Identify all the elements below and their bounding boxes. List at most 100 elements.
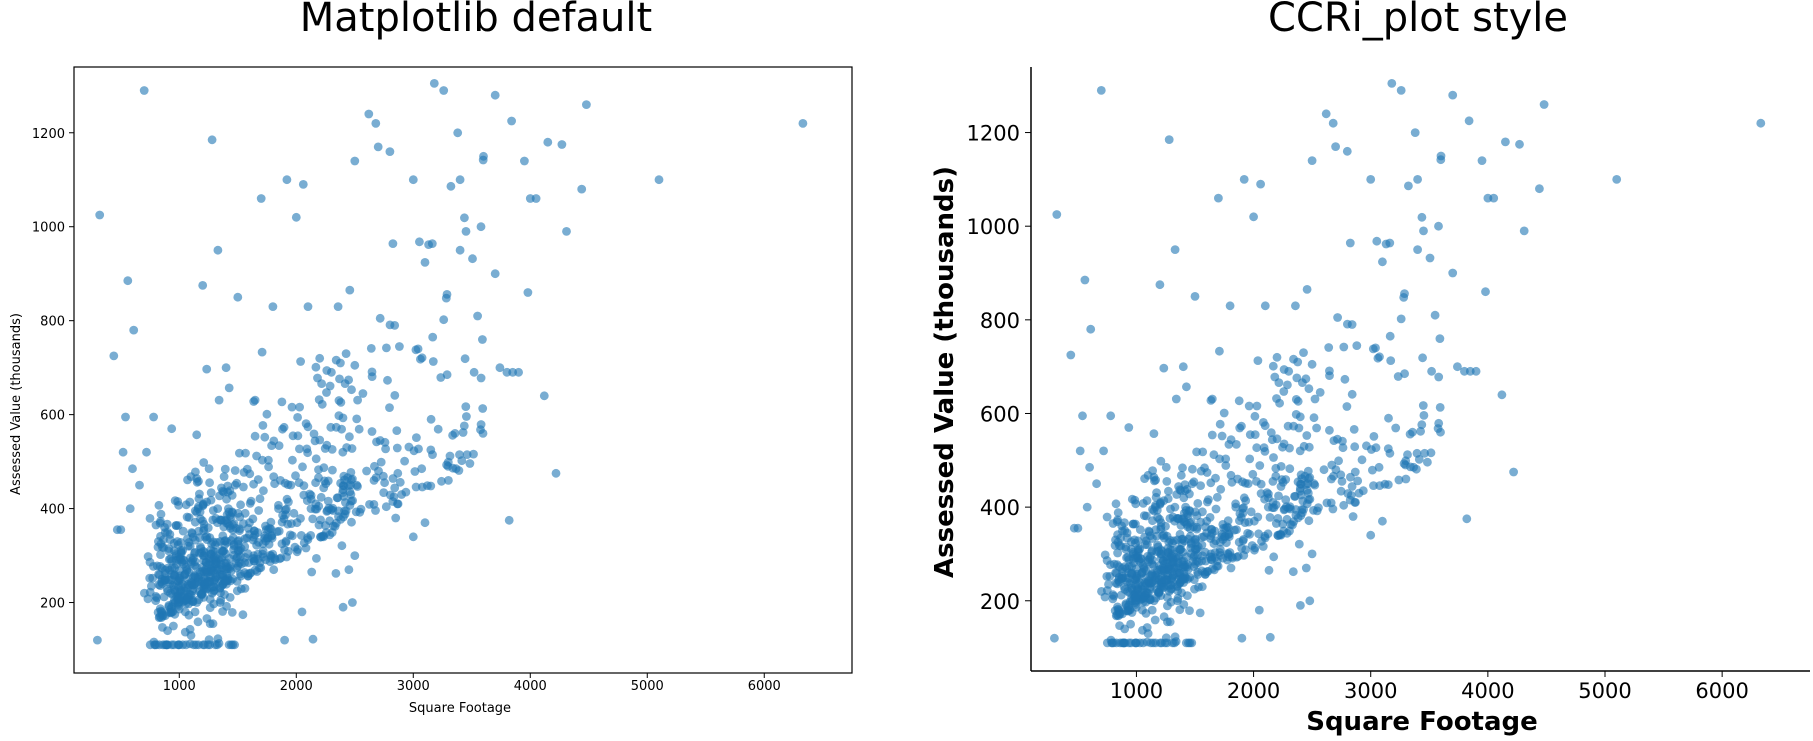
scatter-point: [1338, 443, 1348, 453]
scatter-point: [353, 395, 362, 405]
scatter-point: [314, 501, 324, 511]
scatter-point: [235, 526, 244, 536]
scatter-point: [1347, 482, 1357, 491]
scatter-point: [299, 538, 309, 548]
scatter-point: [1333, 434, 1342, 444]
scatter-point: [1426, 448, 1436, 458]
scatter-point: [194, 572, 203, 582]
scatter-point: [1310, 480, 1320, 490]
scatter-point: [188, 532, 198, 542]
scatter-point: [202, 614, 212, 623]
scatter-point: [160, 573, 170, 583]
scatter-point: [476, 373, 486, 383]
scatter-point: [1276, 462, 1286, 471]
scatter-point: [543, 137, 553, 147]
scatter-point: [1269, 552, 1279, 562]
scatter-point: [1405, 429, 1415, 439]
scatter-point: [311, 478, 320, 488]
scatter-point: [174, 594, 184, 604]
scatter-point: [1170, 638, 1179, 648]
scatter-point: [1281, 495, 1291, 504]
scatter-point: [167, 424, 177, 434]
scatter-point: [410, 467, 420, 476]
scatter-point: [178, 526, 188, 536]
scatter-point: [1519, 226, 1529, 236]
scatter-point: [469, 449, 478, 459]
scatter-point: [1252, 443, 1262, 453]
scatter-point: [1197, 566, 1207, 576]
scatter-point: [1202, 468, 1212, 477]
scatter-point: [1198, 447, 1208, 457]
scatter-point: [1336, 486, 1346, 496]
scatter-point: [1096, 86, 1106, 95]
scatter-point: [1417, 420, 1427, 430]
scatter-point: [240, 508, 250, 518]
scatter-point: [256, 194, 266, 203]
scatter-point: [327, 445, 337, 454]
scatter-point: [242, 533, 252, 543]
scatter-point: [459, 421, 469, 431]
scatter-point: [1126, 568, 1136, 578]
scatter-point: [1182, 520, 1192, 529]
scatter-point: [1207, 430, 1217, 440]
scatter-point: [274, 500, 283, 510]
scatter-point: [347, 517, 356, 527]
scatter-point: [1283, 380, 1292, 390]
scatter-point: [1181, 502, 1190, 512]
scatter-point: [1214, 193, 1223, 203]
scatter-point: [1222, 555, 1232, 565]
scatter-point: [1237, 633, 1247, 643]
scatter-point: [1307, 549, 1317, 559]
scatter-point: [1372, 236, 1382, 246]
scatter-point: [1334, 456, 1343, 466]
scatter-point: [1464, 116, 1474, 126]
scatter-point: [1380, 479, 1390, 489]
scatter-point: [1423, 457, 1432, 467]
scatter-point: [1264, 493, 1273, 503]
scatter-point: [289, 508, 299, 518]
scatter-point: [1285, 443, 1294, 453]
scatter-point: [180, 627, 190, 637]
scatter-point: [1279, 387, 1289, 396]
scatter-point: [507, 116, 516, 126]
scatter-point: [93, 635, 102, 645]
scatter-point: [199, 499, 208, 509]
scatter-point: [1301, 374, 1311, 384]
scatter-point: [1052, 210, 1062, 219]
scatter-point: [1225, 301, 1235, 311]
scatter-point: [219, 472, 229, 481]
scatter-point: [193, 617, 203, 627]
scatter-point: [1267, 435, 1277, 445]
scatter-point: [1183, 591, 1192, 600]
scatter-point: [152, 561, 162, 571]
scatter-point: [1271, 500, 1281, 510]
scatter-point: [230, 466, 240, 475]
scatter-point: [298, 180, 308, 189]
scatter-point: [214, 564, 223, 574]
scatter-point: [181, 640, 191, 650]
scatter-point: [455, 175, 465, 185]
scatter-point: [373, 142, 383, 152]
scatter-point: [1366, 175, 1376, 184]
scatter-point: [1612, 175, 1622, 184]
scatter-point: [1325, 366, 1334, 376]
scatter-point: [1319, 465, 1329, 475]
scatter-point: [1157, 565, 1166, 575]
scatter-point: [1337, 477, 1347, 486]
scatter-point: [1106, 411, 1116, 421]
scatter-point: [347, 385, 356, 395]
scatter-point: [222, 601, 232, 611]
scatter-point: [1353, 476, 1363, 486]
scatter-point: [1126, 638, 1136, 648]
scatter-point: [1378, 516, 1387, 526]
scatter-point: [408, 532, 418, 542]
scatter-point: [1124, 423, 1134, 432]
scatter-point: [1250, 430, 1260, 439]
scatter-point: [183, 541, 193, 551]
scatter-point: [1198, 507, 1207, 517]
scatter-point: [375, 313, 385, 323]
scatter-point: [326, 422, 336, 432]
scatter-point: [1299, 441, 1309, 451]
scatter-point: [490, 90, 500, 100]
scatter-point: [1254, 605, 1264, 615]
